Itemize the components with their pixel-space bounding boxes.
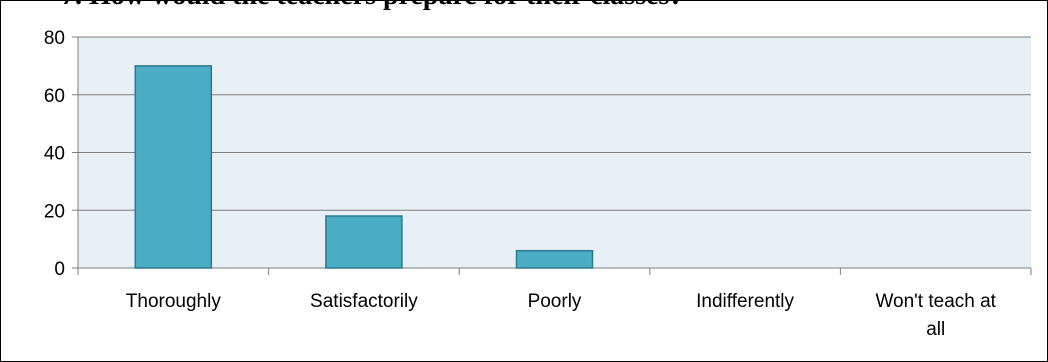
y-tick-label: 0 bbox=[54, 259, 65, 280]
x-category-label: all bbox=[926, 319, 945, 340]
x-category-label: Thoroughly bbox=[126, 291, 222, 312]
x-category-label: Satisfactorily bbox=[310, 291, 418, 312]
y-tick-label: 20 bbox=[44, 201, 65, 222]
y-tick-label: 80 bbox=[44, 28, 65, 49]
bar bbox=[134, 65, 213, 269]
y-tick-label: 40 bbox=[44, 144, 65, 165]
chart-title: 7. How would the teachers prepare for th… bbox=[61, 1, 1041, 10]
bar bbox=[325, 215, 403, 269]
bar bbox=[515, 249, 594, 269]
y-tick-label: 60 bbox=[44, 86, 65, 107]
x-category-label: Poorly bbox=[528, 291, 582, 312]
x-category-label: Won't teach at bbox=[875, 291, 996, 312]
x-category-label: Indifferently bbox=[696, 291, 794, 312]
